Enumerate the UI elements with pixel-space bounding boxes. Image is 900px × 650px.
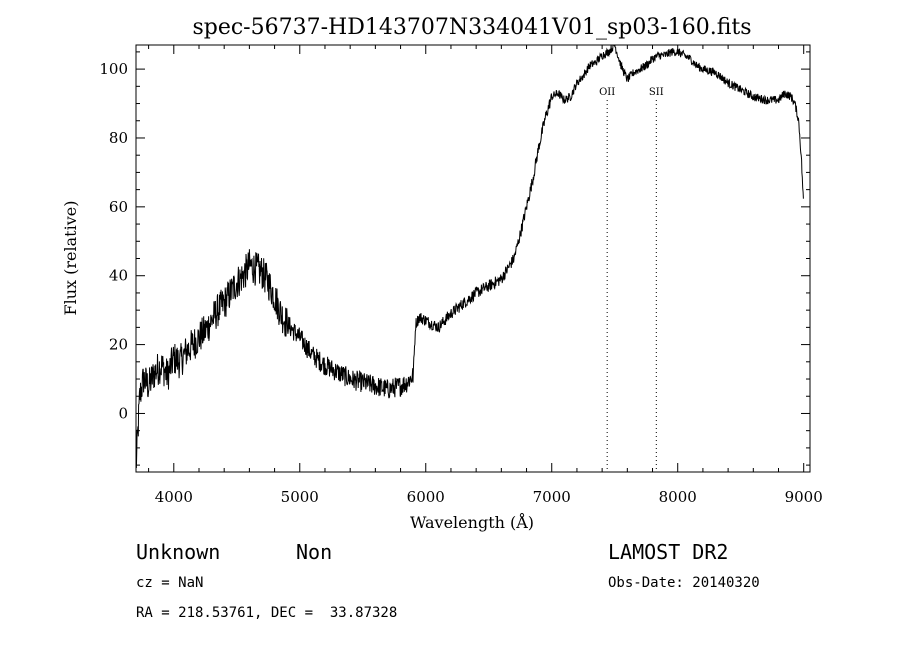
- y-tick-label: 100: [99, 60, 128, 78]
- y-tick-label: 20: [109, 336, 128, 354]
- x-axis-title: Wavelength (Å): [410, 512, 534, 532]
- line-marker-label: SII: [649, 87, 664, 98]
- x-tick-label: 4000: [155, 488, 193, 506]
- x-tick-label: 7000: [533, 488, 571, 506]
- chart-title: spec-56737-HD143707N334041V01_sp03-160.f…: [192, 15, 751, 40]
- survey-name: LAMOST DR2: [608, 540, 729, 564]
- y-axis-title: Flux (relative): [61, 201, 80, 316]
- axis-ticks: [136, 45, 810, 472]
- ra-dec-coordinates: RA = 218.53761, DEC = 33.87328: [136, 605, 398, 621]
- object-subclass: Non: [296, 540, 333, 564]
- line-marker-label: OII: [599, 87, 615, 98]
- line-markers: OII SII: [599, 87, 664, 472]
- redshift-cz: cz = NaN: [136, 575, 204, 591]
- x-tick-label: 9000: [785, 488, 823, 506]
- y-tick-label: 80: [109, 129, 128, 147]
- y-tick-label: 60: [109, 198, 128, 216]
- object-class: Unknown: [136, 540, 221, 564]
- y-tick-label: 0: [118, 404, 128, 422]
- flux-series-line: [135, 44, 804, 469]
- plot-frame: [135, 44, 811, 473]
- axis-tick-labels: 4000 5000 6000 7000 8000 9000 0 20 40 60 80 100: [99, 60, 822, 506]
- x-tick-label: 6000: [407, 488, 445, 506]
- y-tick-label: 40: [109, 267, 128, 285]
- x-tick-label: 8000: [659, 488, 697, 506]
- observation-date: Obs-Date: 20140320: [608, 575, 760, 591]
- x-tick-label: 5000: [281, 488, 319, 506]
